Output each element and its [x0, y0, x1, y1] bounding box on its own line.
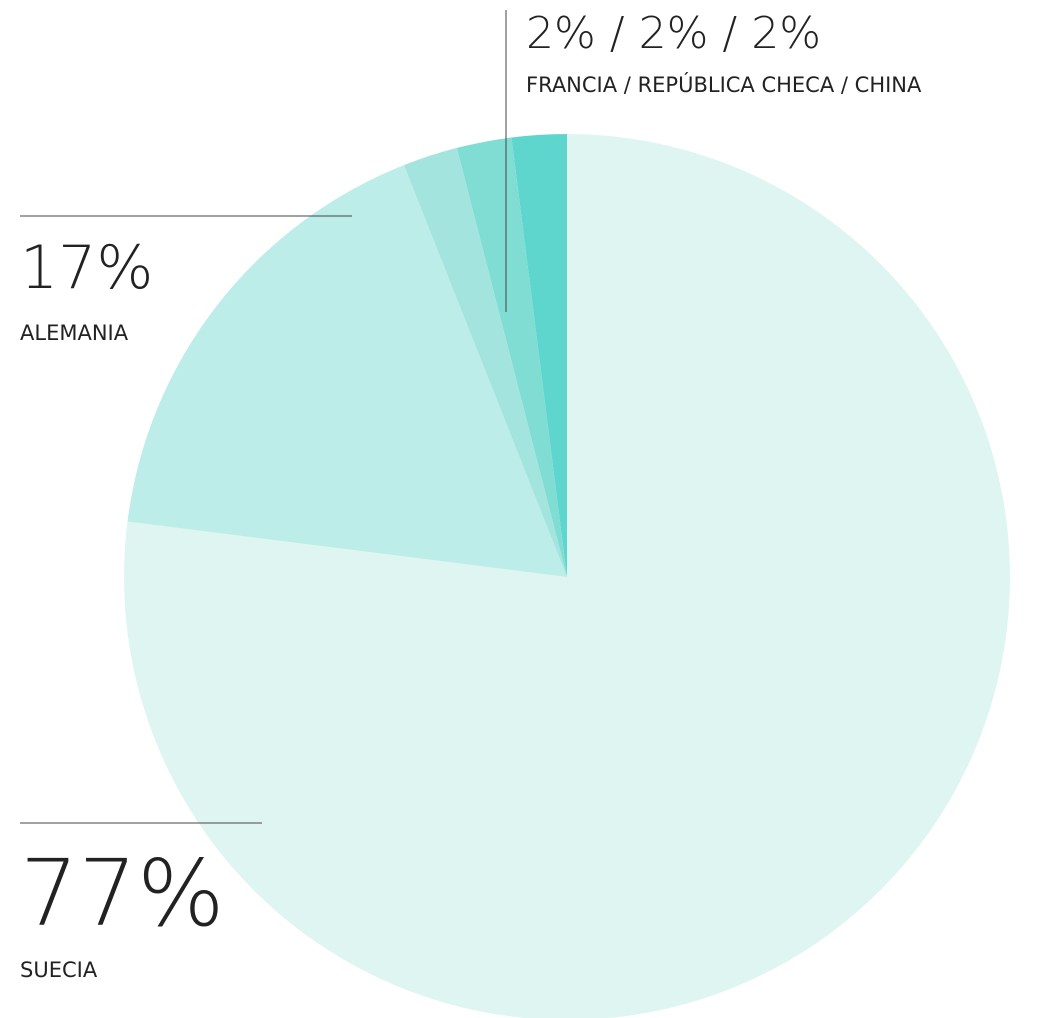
value-label: 77%: [20, 840, 224, 947]
separator: /: [617, 73, 637, 97]
pie-slice: [403, 147, 567, 577]
category-name: ALEMANIA: [20, 321, 129, 345]
category-name: SUECIA: [20, 958, 98, 982]
category-label: FRANCIA / REPÚBLICA CHECA / CHINA: [526, 72, 922, 97]
separator: /: [708, 8, 751, 59]
separator: /: [596, 8, 639, 59]
category-label: ALEMANIA: [20, 321, 129, 345]
value-label-part: 2%: [526, 8, 596, 59]
pie-slice: [511, 134, 567, 577]
category-name: FRANCIA: [526, 73, 618, 97]
category-name: CHINA: [855, 73, 922, 97]
value-label-part: 17%: [20, 233, 153, 303]
pie-slice: [124, 134, 1010, 1018]
value-label: 2% / 2% / 2%: [526, 8, 821, 59]
separator: /: [834, 73, 854, 97]
category-label: SUECIA: [20, 958, 98, 982]
pie-slice: [127, 165, 567, 578]
pie-slice: [456, 137, 567, 577]
value-label-part: 2%: [639, 8, 709, 59]
category-name: REPÚBLICA CHECA: [638, 72, 835, 97]
value-label-part: 2%: [751, 8, 821, 59]
value-label-part: 77%: [20, 840, 224, 947]
value-label: 17%: [20, 233, 153, 303]
